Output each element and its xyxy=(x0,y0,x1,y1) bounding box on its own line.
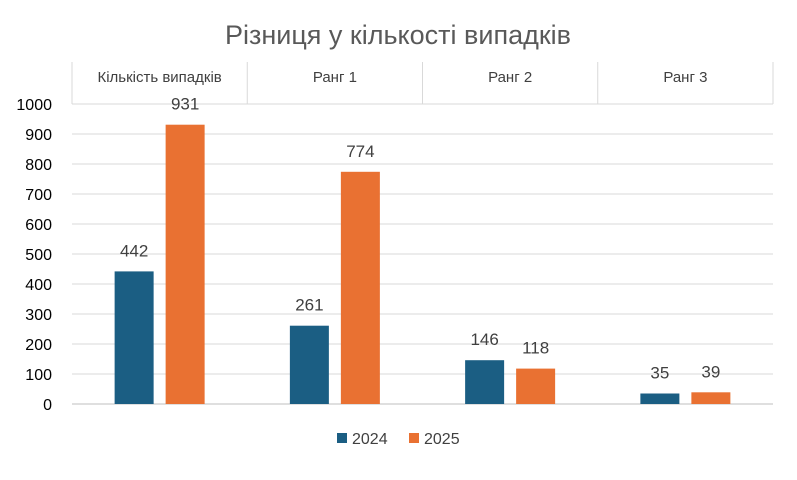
legend: 2024 2025 xyxy=(337,431,460,448)
chart-title: Різниця у кількості випадків xyxy=(225,20,571,50)
bar-2025-3 xyxy=(516,368,556,404)
category-label: Ранг 1 xyxy=(313,69,357,86)
category-label: Ранг 2 xyxy=(488,69,532,86)
data-labels: 442 261 146 35 931 774 118 39 xyxy=(120,95,720,383)
category-label: Кількість випадків xyxy=(97,69,221,86)
y-tick-label: 400 xyxy=(25,277,52,294)
category-header: Кількість випадків Ранг 1 Ранг 2 Ранг 3 xyxy=(71,62,774,104)
data-label: 261 xyxy=(295,296,323,315)
category-label: Ранг 3 xyxy=(663,69,707,86)
data-label: 118 xyxy=(522,339,549,358)
data-label: 931 xyxy=(171,95,199,114)
y-tick-label: 100 xyxy=(25,367,52,384)
bar-2025-4 xyxy=(691,392,731,404)
bars xyxy=(114,124,731,404)
y-tick-label: 800 xyxy=(25,157,52,174)
data-label: 146 xyxy=(470,330,498,349)
y-tick-label: 200 xyxy=(25,337,52,354)
data-label: 442 xyxy=(120,241,148,260)
legend-swatch xyxy=(409,433,419,443)
legend-label: 2024 xyxy=(352,431,388,448)
y-tick-label: 300 xyxy=(25,307,52,324)
bar-2024-4 xyxy=(640,393,680,404)
y-tick-label: 900 xyxy=(25,127,52,144)
y-tick-label: 500 xyxy=(25,247,52,264)
legend-label: 2025 xyxy=(424,431,460,448)
y-axis-tick-labels: 0 100 200 300 400 500 600 700 800 900 1000 xyxy=(16,97,52,414)
y-tick-label: 0 xyxy=(43,397,52,414)
legend-swatch xyxy=(337,433,347,443)
bar-2025-1 xyxy=(165,124,205,404)
data-label: 35 xyxy=(650,364,669,383)
data-label: 39 xyxy=(701,362,720,381)
bar-2024-2 xyxy=(289,325,329,404)
y-tick-label: 1000 xyxy=(16,97,52,114)
bar-2025-2 xyxy=(340,171,380,404)
bar-2024-3 xyxy=(465,360,505,404)
bar-2024-1 xyxy=(114,271,154,404)
y-tick-label: 600 xyxy=(25,217,52,234)
y-tick-label: 700 xyxy=(25,187,52,204)
data-label: 774 xyxy=(346,142,374,161)
